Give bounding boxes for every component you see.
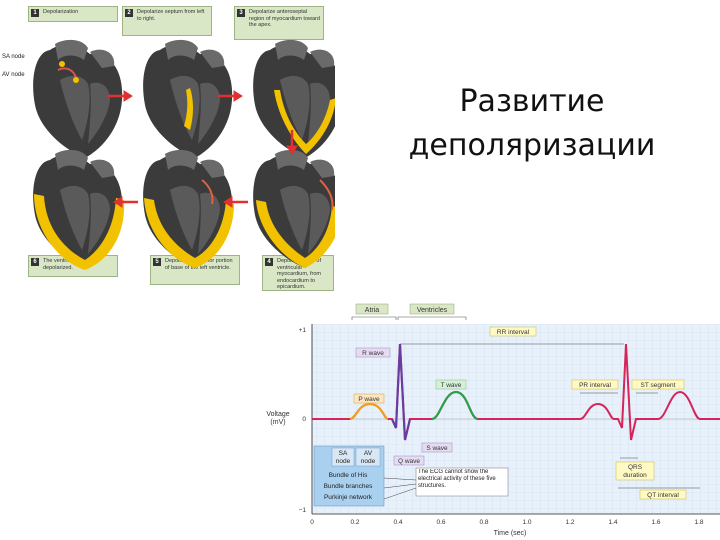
heart-step-4 — [253, 149, 335, 268]
step-caption-3: 3 Depolarize anteroseptal region of myoc… — [234, 6, 324, 40]
y-axis-label-line-1: Voltage — [266, 411, 289, 418]
step-number: 2 — [125, 9, 133, 17]
st-segment-label: ST segment — [641, 382, 676, 389]
step-text: Depolarize septum from left to right. — [137, 9, 205, 22]
heart-step-2 — [143, 39, 233, 158]
purkinje-network-label: Purkinje network — [324, 494, 373, 501]
x-tick-0-2: 0.2 — [350, 519, 359, 526]
bundle-branches-label: Bundle branches — [324, 483, 374, 490]
t-wave-highlight — [431, 390, 479, 421]
x-tick-1-0: 1.0 — [522, 519, 531, 526]
p-wave-highlight — [349, 402, 389, 421]
ecg-diagram: Atria Ventricles RR interval R wave T wa… — [266, 303, 720, 537]
sa-node-label: SA node — [2, 54, 25, 60]
heart-illustrations — [33, 39, 335, 270]
t-wave-label: T wave — [441, 382, 462, 389]
s-wave-label: S wave — [426, 445, 448, 452]
heart-step-6 — [33, 149, 125, 270]
step-caption-2: 2 Depolarize septum from left to right. — [122, 6, 212, 36]
step-number: 6 — [31, 258, 39, 266]
y-tick-minus-1: −1 — [299, 507, 307, 514]
x-axis-label: Time (sec) — [494, 530, 527, 537]
arrow-4-to-5 — [223, 196, 248, 208]
x-tick-1-6: 1.6 — [651, 519, 660, 526]
q-wave-label: Q wave — [398, 458, 420, 465]
ventricles-label: Ventricles — [417, 307, 448, 314]
title-line-1: Развитие — [459, 84, 605, 119]
conduction-note: The ECG cannot show the electrical activ… — [418, 469, 496, 489]
qrs-duration-line-2: duration — [623, 472, 647, 479]
step-text: Depolarization — [43, 9, 79, 15]
x-tick-1-4: 1.4 — [608, 519, 617, 526]
arrow-3-to-4 — [286, 130, 298, 155]
step-number: 5 — [153, 258, 161, 266]
step-number: 1 — [31, 9, 39, 17]
rr-interval-label: RR interval — [497, 329, 530, 336]
step-caption-1: 1 Depolarization — [28, 6, 118, 22]
y-axis-label-line-2: (mV) — [270, 419, 285, 426]
r-wave-label: R wave — [362, 350, 384, 357]
arrow-1-to-2 — [108, 90, 133, 102]
arrow-2-to-3 — [218, 90, 243, 102]
av-node-ecg-line-2: node — [361, 458, 376, 465]
x-tick-0-6: 0.6 — [436, 519, 445, 526]
heart-sequence-panel: 1 Depolarization 2 Depolarize septum fro… — [0, 0, 335, 292]
x-tick-0: 0 — [310, 519, 314, 526]
p-wave-label: P wave — [358, 396, 380, 403]
x-tick-1-2: 1.2 — [565, 519, 574, 526]
slide-title: Развитие деполяризации — [392, 80, 672, 168]
y-tick-plus-1: +1 — [299, 327, 307, 334]
step-number: 4 — [265, 258, 273, 266]
heart-step-5 — [143, 149, 234, 268]
x-tick-0-4: 0.4 — [393, 519, 402, 526]
step-number: 3 — [237, 9, 245, 17]
bundle-of-his-label: Bundle of His — [329, 472, 368, 479]
av-node-label: AV node — [2, 72, 25, 78]
title-line-2: деполяризации — [408, 128, 656, 163]
qrs-highlight — [390, 343, 412, 441]
heart-step-1 — [33, 39, 123, 158]
atria-label: Atria — [365, 307, 380, 314]
sa-node-ecg-line-1: SA — [339, 450, 348, 457]
x-tick-0-8: 0.8 — [479, 519, 488, 526]
qrs-duration-line-1: QRS — [628, 464, 643, 471]
sa-node-ecg-line-2: node — [336, 458, 351, 465]
arrow-5-to-6 — [113, 196, 138, 208]
heart-step-3 — [253, 39, 335, 158]
y-tick-0: 0 — [302, 416, 306, 423]
av-node-ecg-line-1: AV — [364, 450, 373, 457]
qt-interval-label: QT interval — [647, 492, 679, 499]
pr-interval-label: PR interval — [579, 382, 611, 389]
x-tick-1-8: 1.8 — [694, 519, 703, 526]
step-text: Depolarize anteroseptal region of myocar… — [249, 9, 320, 28]
